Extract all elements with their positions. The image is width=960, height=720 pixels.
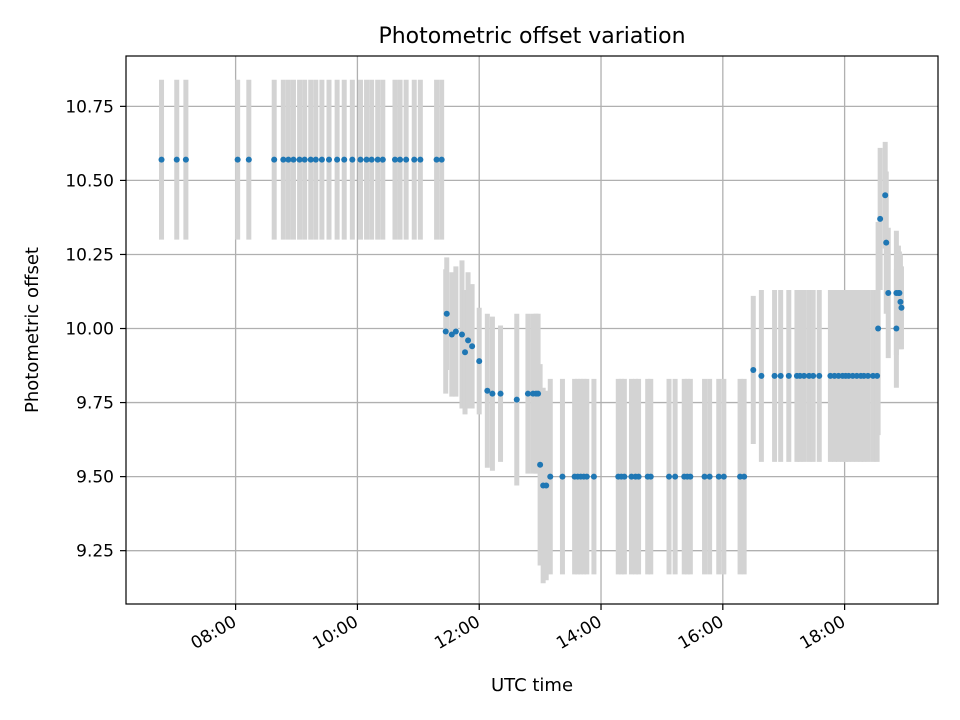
data-point <box>363 156 370 163</box>
data-point <box>438 156 445 163</box>
data-point <box>234 156 241 163</box>
data-point <box>701 473 708 480</box>
data-point <box>874 372 881 379</box>
data-point <box>341 156 348 163</box>
data-point <box>810 372 817 379</box>
data-point <box>245 156 252 163</box>
data-point <box>469 343 476 350</box>
data-point <box>885 289 892 296</box>
data-point <box>442 328 449 335</box>
data-point <box>417 156 424 163</box>
data-point <box>893 325 900 332</box>
data-point <box>182 156 189 163</box>
data-point <box>462 349 469 356</box>
data-point <box>403 156 410 163</box>
data-point <box>489 390 496 397</box>
data-point <box>741 473 748 480</box>
data-point <box>357 156 364 163</box>
y-axis-ticks: 9.25 9.50 9.75 10.00 10.25 10.50 10.75 <box>65 97 126 562</box>
y-tick-label: 10.25 <box>65 245 114 265</box>
data-point <box>326 156 332 163</box>
data-point <box>411 156 418 163</box>
data-point <box>458 331 465 338</box>
data-point <box>452 328 459 335</box>
data-point <box>334 156 341 163</box>
y-tick-label: 9.50 <box>76 468 114 488</box>
data-point <box>771 372 778 379</box>
data-point <box>290 156 297 163</box>
y-tick-label: 10.50 <box>65 171 114 191</box>
data-point <box>285 156 292 163</box>
data-point <box>391 156 398 163</box>
data-point <box>296 156 303 163</box>
data-point <box>513 396 520 403</box>
data-point <box>785 372 792 379</box>
data-point <box>524 390 531 397</box>
data-point <box>537 461 544 468</box>
y-tick-label: 9.25 <box>76 542 114 562</box>
y-tick-label: 10.00 <box>65 320 114 340</box>
data-point <box>898 304 905 311</box>
data-point <box>379 156 386 163</box>
y-tick-label: 10.75 <box>65 97 114 117</box>
data-points <box>158 156 905 489</box>
y-axis-label: Photometric offset <box>22 247 43 413</box>
data-point <box>864 372 871 379</box>
data-point <box>635 473 642 480</box>
data-point <box>397 156 404 163</box>
data-point <box>173 156 180 163</box>
data-point <box>897 298 904 305</box>
data-point <box>590 473 597 480</box>
chart-title: Photometric offset variation <box>378 24 685 49</box>
data-point <box>374 156 381 163</box>
data-point <box>484 387 491 394</box>
data-point <box>559 473 566 480</box>
data-point <box>777 372 784 379</box>
data-point <box>715 473 722 480</box>
data-point <box>882 192 889 199</box>
data-point <box>307 156 314 163</box>
data-point <box>301 156 308 163</box>
data-point <box>443 310 450 317</box>
data-point <box>758 372 765 379</box>
data-point <box>621 473 628 480</box>
plot-frame <box>125 55 939 605</box>
data-point <box>547 473 554 480</box>
data-point <box>896 289 903 296</box>
data-point <box>158 156 165 163</box>
data-point <box>877 215 884 222</box>
data-point <box>535 390 542 397</box>
data-point <box>720 473 727 480</box>
data-point <box>368 156 375 163</box>
data-point <box>280 156 287 163</box>
data-point <box>476 358 483 365</box>
data-point <box>271 156 278 163</box>
data-point <box>816 372 823 379</box>
data-point <box>750 366 757 373</box>
data-point <box>433 156 440 163</box>
data-point <box>318 156 325 163</box>
data-point <box>801 372 808 379</box>
data-point <box>349 156 356 163</box>
data-point <box>687 473 694 480</box>
data-point <box>497 390 504 397</box>
data-point <box>312 156 319 163</box>
data-point <box>672 473 679 480</box>
x-axis-label: UTC time <box>491 675 573 696</box>
y-tick-label: 9.75 <box>76 394 114 414</box>
data-point <box>666 473 673 480</box>
data-point <box>647 473 654 480</box>
data-point <box>543 482 550 489</box>
data-point <box>883 239 890 246</box>
data-point <box>875 325 882 332</box>
data-point <box>583 473 590 480</box>
data-point <box>706 473 713 480</box>
data-point <box>465 337 472 344</box>
